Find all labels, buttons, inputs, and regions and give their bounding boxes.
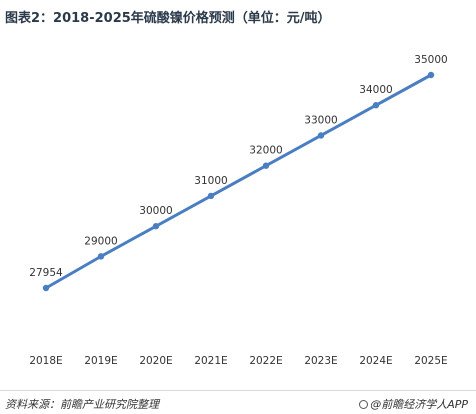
data-label-2022E: 32000 [249, 145, 282, 157]
x-tick-label-2021E: 2021E [194, 355, 227, 367]
data-label-2023E: 33000 [304, 114, 337, 126]
data-point-2020E [152, 222, 160, 230]
data-label-2025E: 35000 [414, 54, 447, 66]
source-note: 资料来源：前瞻产业研究院整理 [5, 398, 159, 411]
data-label-2024E: 34000 [359, 84, 392, 96]
credit-text: @前瞻经济学人APP [370, 398, 468, 411]
data-label-2020E: 30000 [139, 205, 172, 217]
data-point-2023E [317, 132, 325, 139]
x-tick-label-2018E: 2018E [29, 355, 62, 367]
data-point-2022E [262, 162, 270, 169]
data-label-2018E: 27954 [29, 267, 63, 279]
x-tick-label-2025E: 2025E [414, 355, 447, 367]
credit-note: @前瞻经济学人APP [359, 396, 468, 412]
x-tick-label-2019E: 2019E [84, 355, 117, 367]
data-point-2021E [207, 192, 215, 200]
data-label-2021E: 31000 [194, 175, 227, 187]
data-point-2024E [372, 102, 380, 109]
x-tick-label-2020E: 2020E [139, 355, 172, 367]
chart-title: 图表2：2018-2025年硫酸镍价格预测（单位：元/吨） [5, 11, 331, 26]
line-chart: 27954 2018E 29000 2019E 30000 2020E 31000 2021E… [29, 54, 447, 367]
credit-logo-icon [359, 400, 369, 409]
data-point-2019E [97, 253, 105, 260]
series-line [44, 73, 433, 290]
data-point-2025E [427, 71, 435, 79]
data-point-2018E [42, 284, 50, 292]
x-tick-label-2023E: 2023E [304, 355, 337, 367]
x-tick-label-2022E: 2022E [249, 355, 282, 367]
data-label-2019E: 29000 [84, 235, 117, 247]
footer-divider [0, 390, 476, 391]
x-tick-label-2024E: 2024E [359, 355, 392, 367]
